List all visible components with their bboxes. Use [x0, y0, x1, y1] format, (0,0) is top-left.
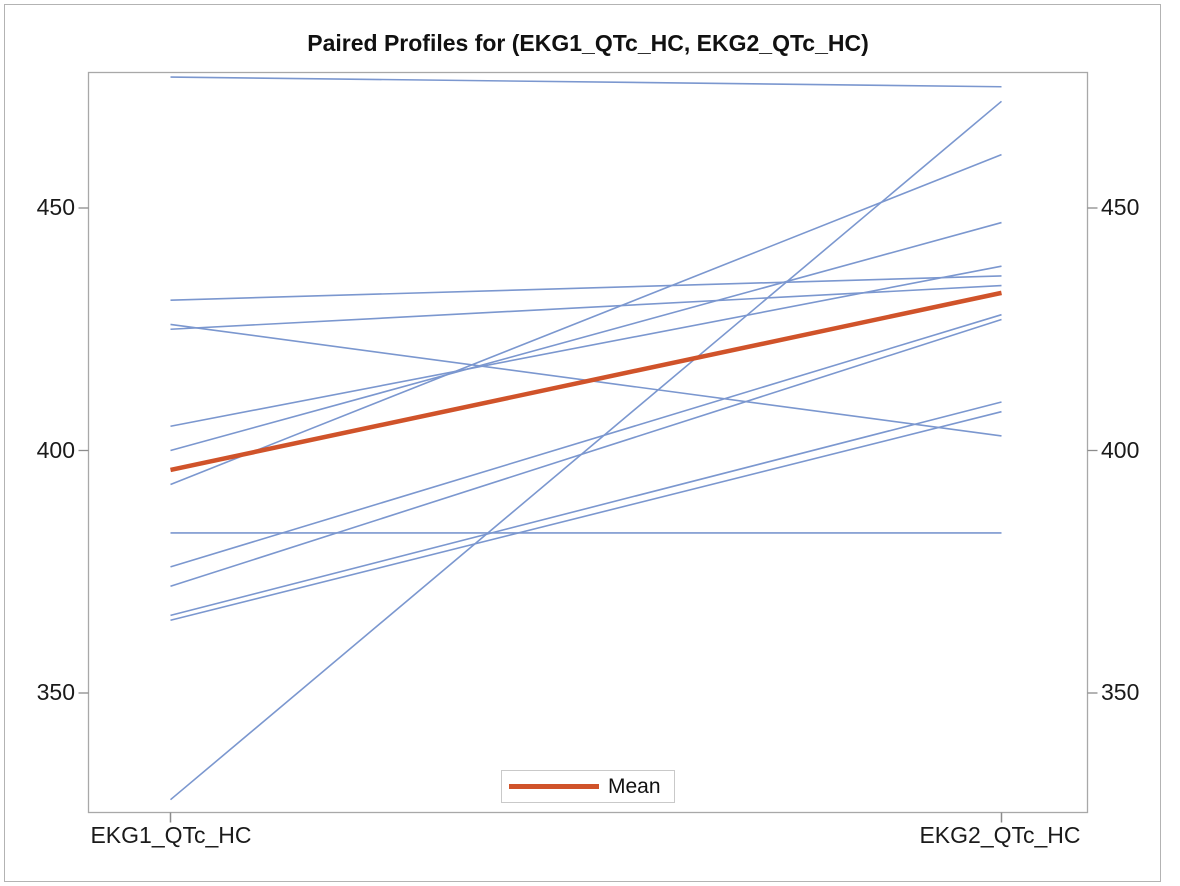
profile-line — [170, 410, 1002, 622]
profile-line — [170, 318, 1002, 588]
y-tick-label-left: 450 — [36, 193, 75, 220]
profile-line — [170, 153, 1002, 486]
y-tick-label-left: 350 — [36, 678, 75, 705]
profile-line — [170, 401, 1002, 617]
profile-line — [170, 265, 1002, 428]
profile-line — [169, 100, 1003, 801]
chart-title: Paired Profiles for (EKG1_QTc_HC, EKG2_Q… — [307, 30, 869, 56]
profile-line — [170, 221, 1002, 452]
y-tick-label-left: 400 — [36, 436, 75, 463]
y-tick-label-right: 350 — [1101, 678, 1140, 705]
profile-line — [170, 284, 1002, 331]
y-tick-label-right: 450 — [1101, 193, 1140, 220]
legend: Mean — [501, 770, 675, 803]
y-tick-label-right: 400 — [1101, 436, 1140, 463]
profile-line — [170, 313, 1002, 568]
mean-line — [170, 290, 1002, 473]
mean-line-swatch — [509, 784, 599, 789]
profile-line — [170, 76, 1002, 88]
legend-label: Mean — [608, 774, 661, 798]
profile-line — [170, 275, 1002, 301]
x-tick-label-ekg2: EKG2_QTc_HC — [919, 822, 1081, 848]
x-tick-label-ekg1: EKG1_QTc_HC — [90, 822, 252, 848]
plot-area-border — [87, 71, 1089, 814]
